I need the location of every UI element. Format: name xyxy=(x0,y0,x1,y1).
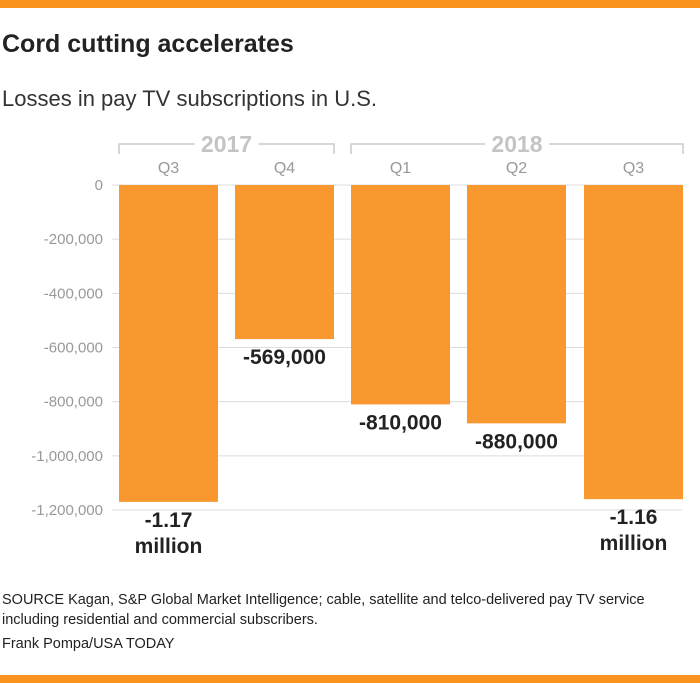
credit-line: Frank Pompa/USA TODAY xyxy=(2,636,175,652)
data-label: -569,000 xyxy=(243,346,326,369)
x-tick-label: Q1 xyxy=(390,160,411,177)
bar xyxy=(119,185,218,502)
top-accent-bar xyxy=(0,0,700,8)
bar xyxy=(584,185,683,500)
bar-chart: 0 -200,000 -400,000 -600,000 -800,000 -1,000,… xyxy=(31,131,684,558)
y-tick-label: -600,000 xyxy=(44,340,103,357)
year-label: 2017 xyxy=(201,131,252,157)
year-bracket-left xyxy=(350,143,485,154)
year-bracket-right xyxy=(258,143,335,154)
bottom-accent-bar xyxy=(0,675,700,683)
x-tick-label: Q3 xyxy=(158,160,179,177)
year-bracket-right xyxy=(549,143,684,154)
x-tick-label: Q4 xyxy=(274,160,295,177)
source-note: SOURCE Kagan, S&P Global Market Intellig… xyxy=(2,592,645,628)
data-label: -880,000 xyxy=(475,430,558,453)
y-tick-label: -1,000,000 xyxy=(31,448,103,465)
chart-title: Cord cutting accelerates xyxy=(2,30,294,58)
bar xyxy=(467,185,566,424)
y-tick-label: 0 xyxy=(95,177,103,194)
x-tick-label: Q2 xyxy=(506,160,527,177)
y-tick-label: -400,000 xyxy=(44,285,103,302)
data-label: million xyxy=(600,532,668,555)
year-label: 2018 xyxy=(491,131,542,157)
bar xyxy=(235,185,334,340)
data-label: million xyxy=(135,535,203,558)
data-label: -1.16 xyxy=(610,506,658,529)
y-tick-label: -800,000 xyxy=(44,394,103,411)
data-label: -810,000 xyxy=(359,411,442,434)
year-bracket-left xyxy=(118,143,195,154)
y-tick-label: -1,200,000 xyxy=(31,502,103,519)
x-tick-label: Q3 xyxy=(623,160,644,177)
chart-subtitle: Losses in pay TV subscriptions in U.S. xyxy=(2,86,377,111)
y-tick-label: -200,000 xyxy=(44,231,103,248)
bar xyxy=(351,185,450,405)
data-label: -1.17 xyxy=(145,509,193,532)
